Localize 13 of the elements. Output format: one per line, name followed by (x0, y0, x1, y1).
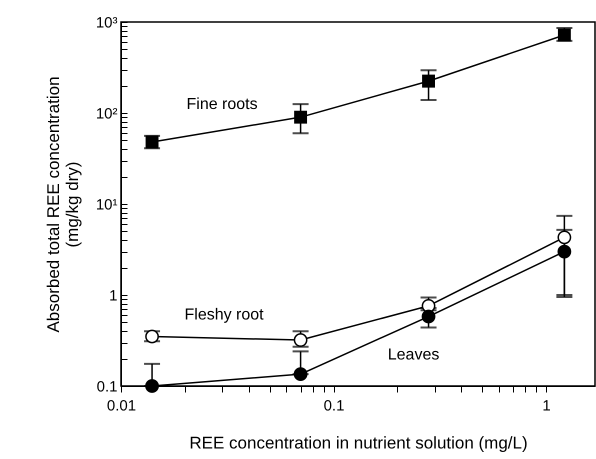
x-tick-label: 1 (542, 398, 551, 414)
y-tick-label: 10³ (96, 14, 118, 32)
x-tick-label: 0.01 (106, 398, 136, 414)
y-tick-label: 0.1 (96, 378, 118, 396)
y-tick-label: 10² (96, 106, 118, 122)
x-axis-title: REE concentration in nutrient solution (mg/L) (189, 434, 528, 452)
x-tick-label: 0.1 (324, 398, 344, 414)
series-label: Fleshy root (184, 306, 264, 324)
y-tick-label: 1 (109, 288, 118, 304)
series-label: Fine roots (186, 96, 258, 114)
y-tick-label: 10¹ (96, 196, 118, 214)
y-axis-title: Absorbed total REE concentration (mg/kg dry) (44, 76, 82, 333)
series-label: Leaves (388, 346, 440, 364)
